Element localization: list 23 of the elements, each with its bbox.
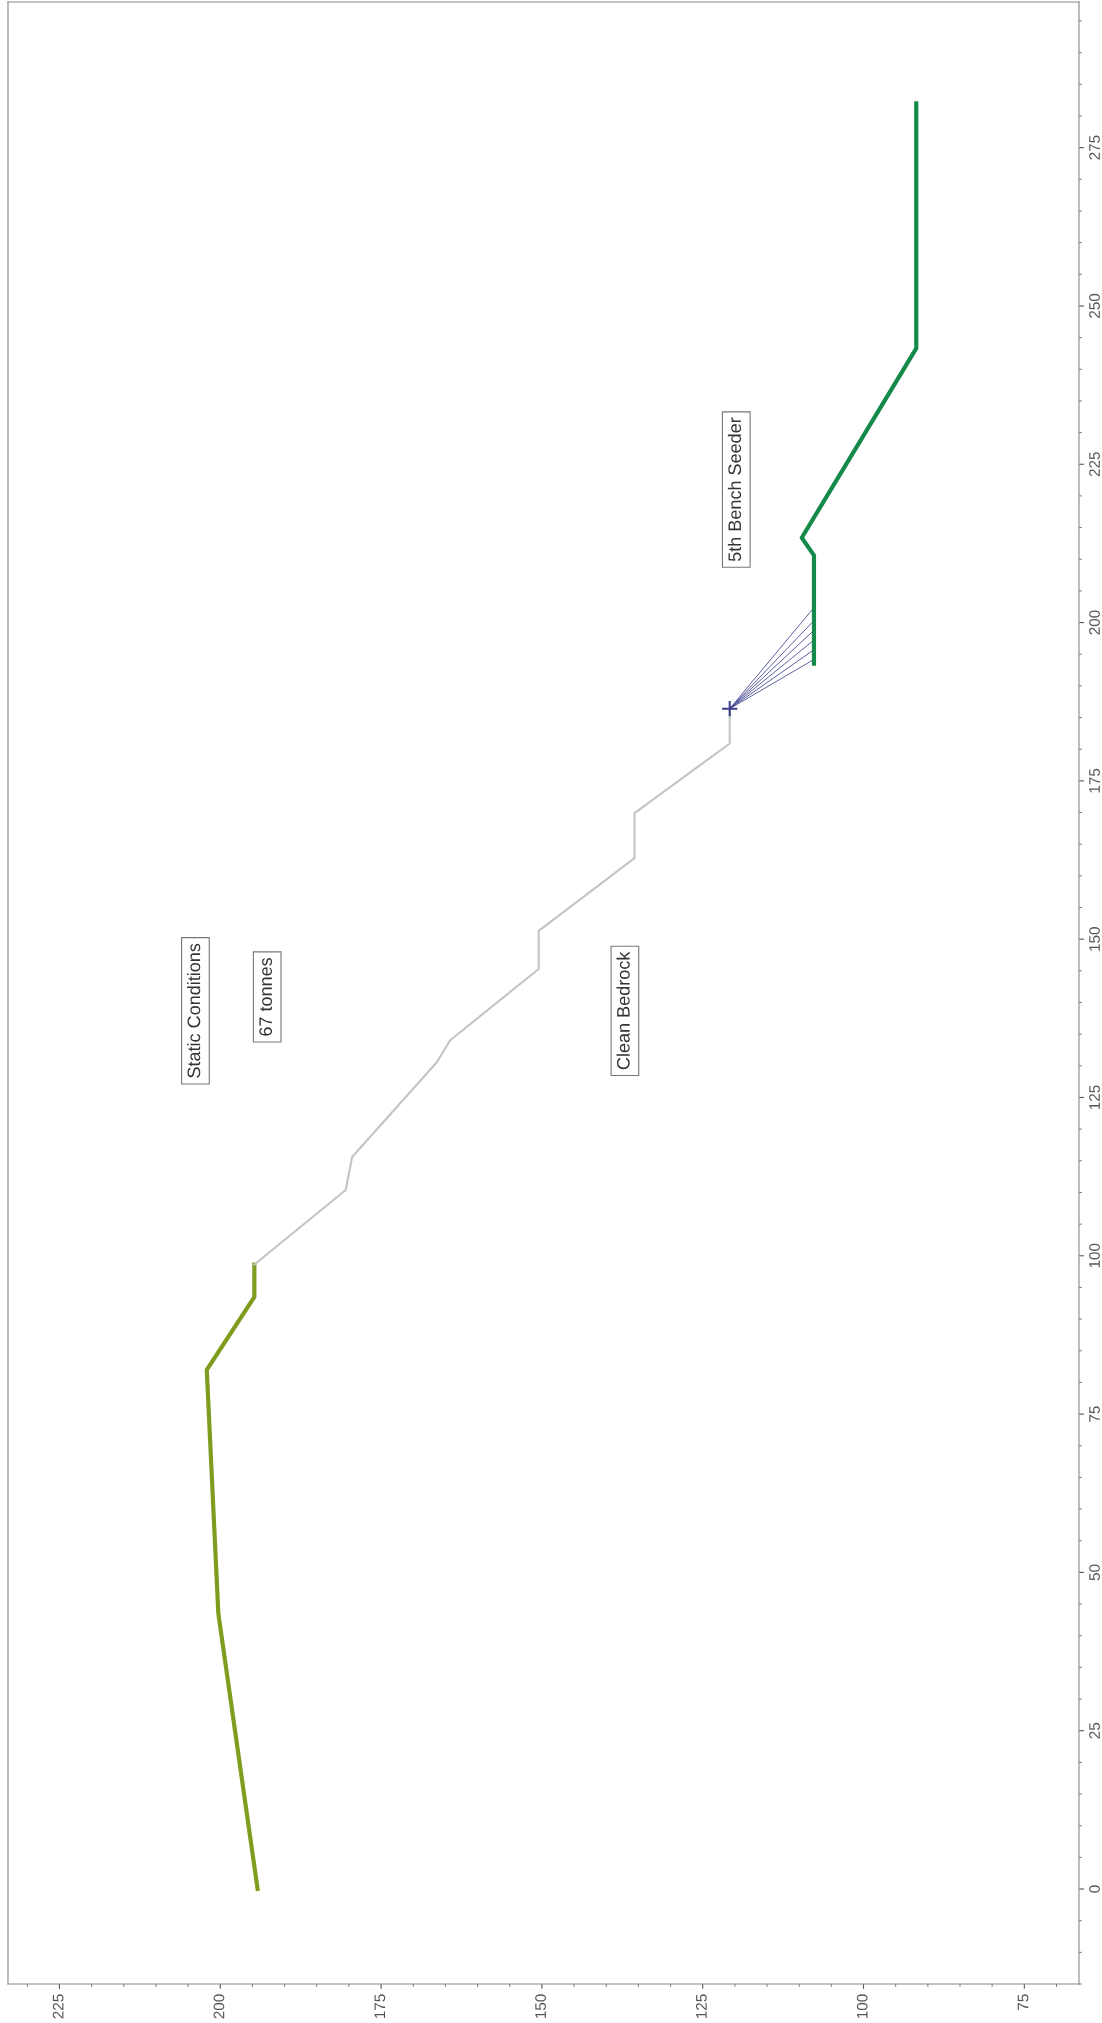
y-tick-label: 25 xyxy=(1089,1722,1100,1739)
x-tick-label: 125 xyxy=(695,1994,707,2019)
annotation: 67 tonnes xyxy=(259,957,273,1036)
y-tick-label: 225 xyxy=(1089,452,1100,477)
x-tick-label: 100 xyxy=(856,1994,868,2019)
y-tick-label: 275 xyxy=(1089,135,1100,160)
x-tick-label: 75 xyxy=(1017,1994,1029,2010)
y-tick-label: 75 xyxy=(1089,1406,1100,1422)
y-tick-label: 125 xyxy=(1089,1085,1100,1110)
x-tick-label: 225 xyxy=(52,1994,64,2019)
x-tick-label: 150 xyxy=(535,1994,546,2019)
y-tick-label: 100 xyxy=(1089,1243,1100,1268)
y-tick-label: 175 xyxy=(1089,768,1100,793)
y-tick-label: 250 xyxy=(1089,293,1100,318)
annotation: Clean Bedrock xyxy=(616,951,630,1070)
y-tick-label: 0 xyxy=(1089,1885,1100,1893)
annotation: 5th Bench Seeder xyxy=(727,417,742,562)
y-tick-label: 150 xyxy=(1089,927,1100,951)
y-tick-label: 200 xyxy=(1089,610,1100,635)
x-tick-label: 200 xyxy=(213,1994,225,2019)
y-tick-label: 50 xyxy=(1089,1564,1100,1581)
x-tick-label: 175 xyxy=(374,1994,386,2019)
annotation: Static Conditions xyxy=(187,943,201,1078)
